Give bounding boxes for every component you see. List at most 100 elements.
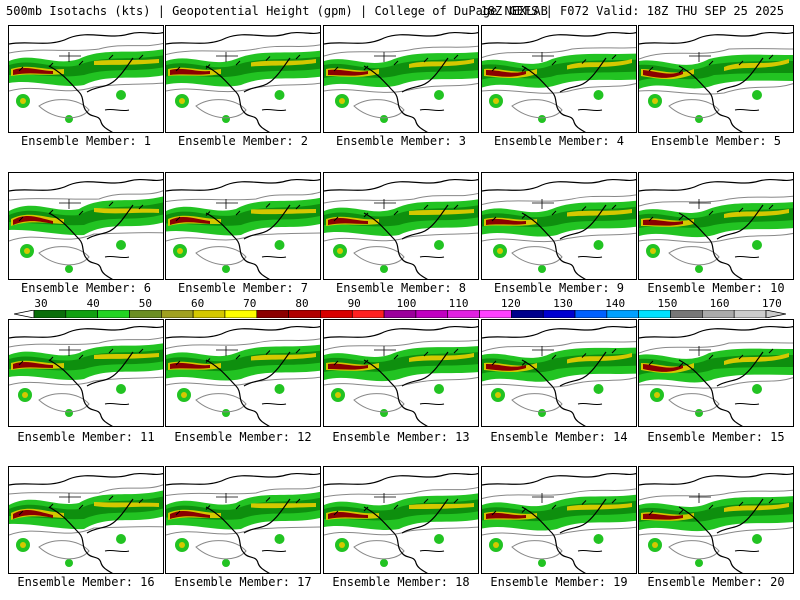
isotach-map	[9, 325, 163, 426]
ensemble-member-label: Ensemble Member: 18	[332, 575, 470, 589]
isotach-map	[482, 178, 636, 279]
ensemble-member-label: Ensemble Member: 19	[490, 575, 628, 589]
isotach-map	[639, 472, 793, 573]
isotach-map	[482, 31, 636, 132]
colorbar-tick-label: 130	[553, 297, 573, 310]
colorbar-tick-label: 160	[709, 297, 730, 310]
ensemble-member-label: Ensemble Member: 10	[647, 281, 785, 295]
ensemble-map-panel	[638, 319, 794, 427]
ensemble-member-label: Ensemble Member: 8	[335, 281, 467, 295]
isotach-map	[324, 31, 478, 132]
ensemble-member-label: Ensemble Member: 13	[332, 430, 470, 444]
ensemble-map-panel	[481, 319, 637, 427]
colorbar-tick-label: 170	[761, 297, 782, 310]
ensemble-map-panel	[481, 172, 637, 280]
isotach-map	[324, 178, 478, 279]
ensemble-member-label: Ensemble Member: 2	[177, 134, 309, 148]
ensemble-member-label: Ensemble Member: 1	[20, 134, 152, 148]
ensemble-member-label: Ensemble Member: 7	[177, 281, 309, 295]
colorbar-swatch	[415, 310, 449, 318]
ensemble-member-label: Ensemble Member: 17	[174, 575, 312, 589]
colorbar-tick-label: 100	[396, 297, 417, 310]
colorbar-tick-label: 110	[448, 297, 469, 310]
colorbar-swatch	[542, 310, 576, 318]
colorbar-swatch	[606, 310, 639, 318]
colorbar-tick-label: 70	[243, 297, 257, 310]
ensemble-map-panel	[638, 172, 794, 280]
isotach-map	[166, 178, 320, 279]
colorbar-swatch	[383, 310, 417, 318]
ensemble-map-panel	[8, 319, 164, 427]
ensemble-map-panel	[638, 25, 794, 133]
isotach-map	[324, 472, 478, 573]
colorbar-tick-label: 30	[34, 297, 48, 310]
colorbar-left-arrow	[14, 310, 35, 318]
ensemble-map-panel	[323, 319, 479, 427]
colorbar-tick-label: 80	[295, 297, 309, 310]
isotach-map	[324, 325, 478, 426]
colorbar-tick-label: 50	[138, 297, 153, 310]
ensemble-member-label: Ensemble Member: 15	[647, 430, 785, 444]
ensemble-map-panel	[165, 319, 321, 427]
colorbar-tick-label: 90	[347, 297, 361, 310]
ensemble-map-panel	[165, 172, 321, 280]
isotach-map	[166, 472, 320, 573]
isotach-map	[639, 325, 793, 426]
colorbar-swatch	[65, 310, 98, 318]
ensemble-member-label: Ensemble Member: 6	[20, 281, 152, 295]
isotach-map	[9, 178, 163, 279]
ensemble-member-label: Ensemble Member: 4	[493, 134, 625, 148]
isotach-map	[639, 31, 793, 132]
colorbar-swatch	[574, 310, 608, 318]
isotach-map	[639, 178, 793, 279]
colorbar-swatch	[447, 310, 480, 318]
colorbar-swatch	[97, 310, 130, 318]
ensemble-map-panel	[481, 25, 637, 133]
colorbar-swatch	[638, 310, 671, 318]
colorbar-swatch	[351, 310, 385, 318]
ensemble-member-label: Ensemble Member: 16	[17, 575, 155, 589]
colorbar-swatch	[129, 310, 162, 318]
ensemble-member-label: Ensemble Member: 5	[650, 134, 782, 148]
ensemble-member-label: Ensemble Member: 11	[17, 430, 155, 444]
ensemble-map-panel	[8, 25, 164, 133]
page-title: 500mb Isotachs (kts) | Geopotential Heig…	[6, 4, 796, 18]
ensemble-map-panel	[323, 466, 479, 574]
colorbar-swatch	[224, 310, 258, 318]
colorbar-swatch	[479, 310, 512, 318]
colorbar-swatch	[511, 310, 544, 318]
ensemble-map-panel	[8, 466, 164, 574]
ensemble-map-panel	[165, 466, 321, 574]
colorbar-swatch	[161, 310, 194, 318]
colorbar-swatch	[733, 310, 767, 318]
ensemble-map-panel	[481, 466, 637, 574]
isotach-map	[9, 472, 163, 573]
colorbar-tick-label: 150	[657, 297, 678, 310]
colorbar-swatch	[320, 310, 353, 318]
ensemble-map-panel	[165, 25, 321, 133]
colorbar-right-arrow	[765, 310, 786, 318]
ensemble-map-panel	[638, 466, 794, 574]
isotach-map	[166, 325, 320, 426]
colorbar-tick-label: 140	[605, 297, 626, 310]
title-run-info: 18Z GEFS | F072 Valid: 18Z THU SEP 25 20…	[480, 4, 784, 18]
isotach-colorbar	[14, 310, 786, 318]
ensemble-member-label: Ensemble Member: 20	[647, 575, 785, 589]
ensemble-map-panel	[323, 25, 479, 133]
colorbar-tick-label: 40	[86, 297, 100, 310]
ensemble-map-panel	[8, 172, 164, 280]
title-left: 500mb Isotachs (kts) | Geopotential Heig…	[6, 4, 548, 18]
isotach-map	[9, 31, 163, 132]
ensemble-member-label: Ensemble Member: 12	[174, 430, 312, 444]
ensemble-member-label: Ensemble Member: 9	[493, 281, 625, 295]
isotach-map	[482, 325, 636, 426]
ensemble-member-label: Ensemble Member: 3	[335, 134, 467, 148]
colorbar-swatch	[288, 310, 321, 318]
colorbar-swatch	[702, 310, 735, 318]
colorbar-swatch	[670, 310, 703, 318]
colorbar-tick-label: 60	[190, 297, 205, 310]
colorbar-swatch	[33, 310, 67, 318]
colorbar-swatch	[192, 310, 226, 318]
ensemble-map-panel	[323, 172, 479, 280]
isotach-map	[482, 472, 636, 573]
